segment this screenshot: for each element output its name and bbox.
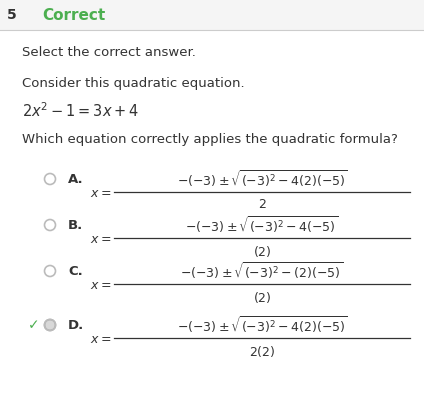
Text: $2(2)$: $2(2)$ (249, 344, 275, 358)
Text: $-(-3) \pm \sqrt{(-3)^2 - 4(2)(-5)}$: $-(-3) \pm \sqrt{(-3)^2 - 4(2)(-5)}$ (176, 169, 348, 189)
Text: $2$: $2$ (258, 198, 266, 210)
Text: ✓: ✓ (28, 318, 40, 332)
Text: Correct: Correct (42, 7, 105, 23)
Text: $x =$: $x =$ (90, 332, 112, 346)
Text: 5: 5 (7, 8, 17, 22)
Bar (0, 0, 424, 30)
Text: $(2)$: $(2)$ (253, 289, 271, 305)
Text: Consider this quadratic equation.: Consider this quadratic equation. (22, 78, 245, 90)
Text: $x =$: $x =$ (90, 187, 112, 199)
Text: $-(-3) \pm \sqrt{(-3)^2 - 4(2)(-5)}$: $-(-3) \pm \sqrt{(-3)^2 - 4(2)(-5)}$ (176, 314, 348, 336)
Text: $x =$: $x =$ (90, 279, 112, 291)
Text: $-(-3) \pm \sqrt{(-3)^2 - (2)(-5)}$: $-(-3) \pm \sqrt{(-3)^2 - (2)(-5)}$ (181, 261, 343, 282)
Text: A.: A. (68, 173, 84, 185)
Text: B.: B. (68, 219, 83, 231)
Text: Select the correct answer.: Select the correct answer. (22, 46, 196, 58)
Text: D.: D. (68, 319, 84, 332)
Text: $x =$: $x =$ (90, 233, 112, 245)
Text: $2x^2 - 1 = 3x + 4$: $2x^2 - 1 = 3x + 4$ (22, 102, 139, 120)
Text: $-(-3) \pm \sqrt{(-3)^2 - 4(-5)}$: $-(-3) \pm \sqrt{(-3)^2 - 4(-5)}$ (185, 215, 339, 236)
Text: C.: C. (68, 265, 83, 277)
Text: Which equation correctly applies the quadratic formula?: Which equation correctly applies the qua… (22, 132, 398, 145)
Text: $(2)$: $(2)$ (253, 243, 271, 259)
Circle shape (45, 319, 56, 330)
